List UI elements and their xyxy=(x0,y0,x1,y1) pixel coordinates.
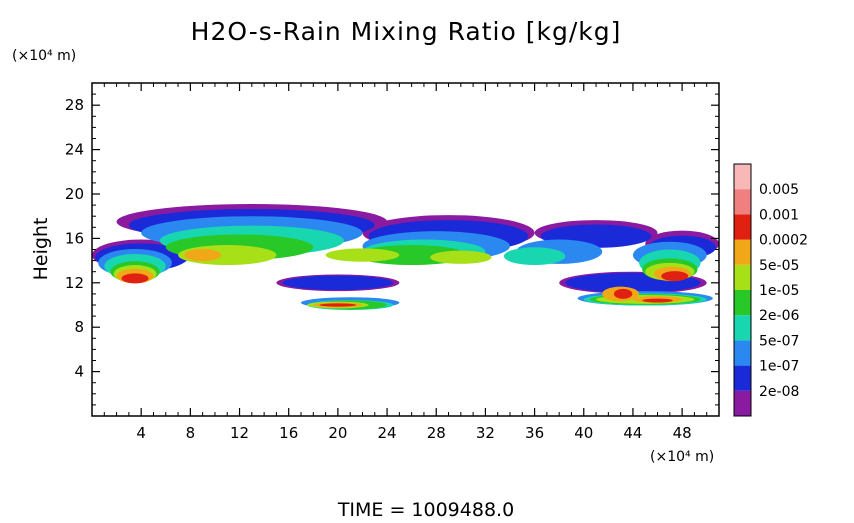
contour-level-8-region-2 xyxy=(661,271,689,282)
colorbar-cell-top xyxy=(734,164,751,190)
time-footer: TIME = 1009488.0 xyxy=(337,499,514,519)
y-tick-label: 12 xyxy=(65,274,84,292)
y-tick-label: 4 xyxy=(74,363,84,381)
colorbar-label: 1e-05 xyxy=(759,283,799,299)
colorbar-cell xyxy=(734,315,751,341)
colorbar-label: 0.001 xyxy=(759,207,799,223)
colorbar-cell xyxy=(734,390,751,416)
colorbar-cell xyxy=(734,365,751,391)
contour-level-6-region-3 xyxy=(430,250,492,264)
colorbar-label: 0.005 xyxy=(759,182,799,198)
contour-level-8-region-4 xyxy=(613,288,633,299)
y-tick-label: 24 xyxy=(65,141,84,159)
chart-title: H2O-s-Rain Mixing Ratio [kg/kg] xyxy=(191,17,622,46)
colorbar-label: 2e-06 xyxy=(759,308,799,324)
y-axis-label: Height xyxy=(30,218,52,281)
colorbar-frame xyxy=(733,163,752,417)
x-tick-label: 24 xyxy=(378,424,397,442)
colorbar-label: 2e-08 xyxy=(759,384,799,400)
x-tick-label: 12 xyxy=(230,424,249,442)
colorbar: 2e-08 1e-07 5e-07 2e-06 1e-05 5e-05 0.0002 0.00… xyxy=(733,163,808,417)
y-axis-unit-label: (×10⁴ m) xyxy=(12,48,76,64)
colorbar-label: 5e-07 xyxy=(759,333,799,349)
x-tick-label: 40 xyxy=(574,424,593,442)
mixing-ratio-field xyxy=(92,203,719,310)
x-tick-label: 4 xyxy=(136,424,146,442)
x-tick-label: 28 xyxy=(427,424,446,442)
colorbar-label: 5e-05 xyxy=(759,258,799,274)
y-tick-label: 8 xyxy=(74,318,84,336)
contour-level-8-region-3 xyxy=(319,303,357,307)
colorbar-label: 1e-07 xyxy=(759,359,799,375)
contour-level-7-region-2 xyxy=(184,248,222,262)
y-axis: 4 8 12 16 20 24 28 xyxy=(65,93,719,406)
x-tick-label: 20 xyxy=(328,424,347,442)
colorbar-label: 0.0002 xyxy=(759,233,808,249)
colorbar-cell xyxy=(734,189,751,215)
contour-level-4-region-3 xyxy=(503,247,566,266)
colorbar-cell xyxy=(734,239,751,265)
colorbar-cell xyxy=(734,214,751,240)
x-tick-label: 16 xyxy=(279,424,298,442)
colorbar-cell xyxy=(734,290,751,316)
contour-level-8-region-1 xyxy=(121,273,149,284)
contour-level-6-region-2 xyxy=(325,248,400,262)
x-tick-label: 36 xyxy=(525,424,544,442)
x-tick-label: 48 xyxy=(673,424,692,442)
x-axis: 4 8 12 16 20 24 28 32 36 40 44 48 xyxy=(103,83,708,442)
x-tick-label: 8 xyxy=(186,424,196,442)
x-tick-label: 44 xyxy=(623,424,642,442)
y-tick-label: 16 xyxy=(65,229,84,247)
y-tick-label: 28 xyxy=(65,96,84,114)
contour-level-2-region-6 xyxy=(282,275,394,291)
colorbar-cell xyxy=(734,264,751,290)
colorbar-cell xyxy=(734,340,751,366)
x-axis-unit-label: (×10⁴ m) xyxy=(650,449,714,465)
contour-level-8-region-5 xyxy=(642,298,673,303)
x-tick-label: 32 xyxy=(476,424,495,442)
y-tick-label: 20 xyxy=(65,185,84,203)
